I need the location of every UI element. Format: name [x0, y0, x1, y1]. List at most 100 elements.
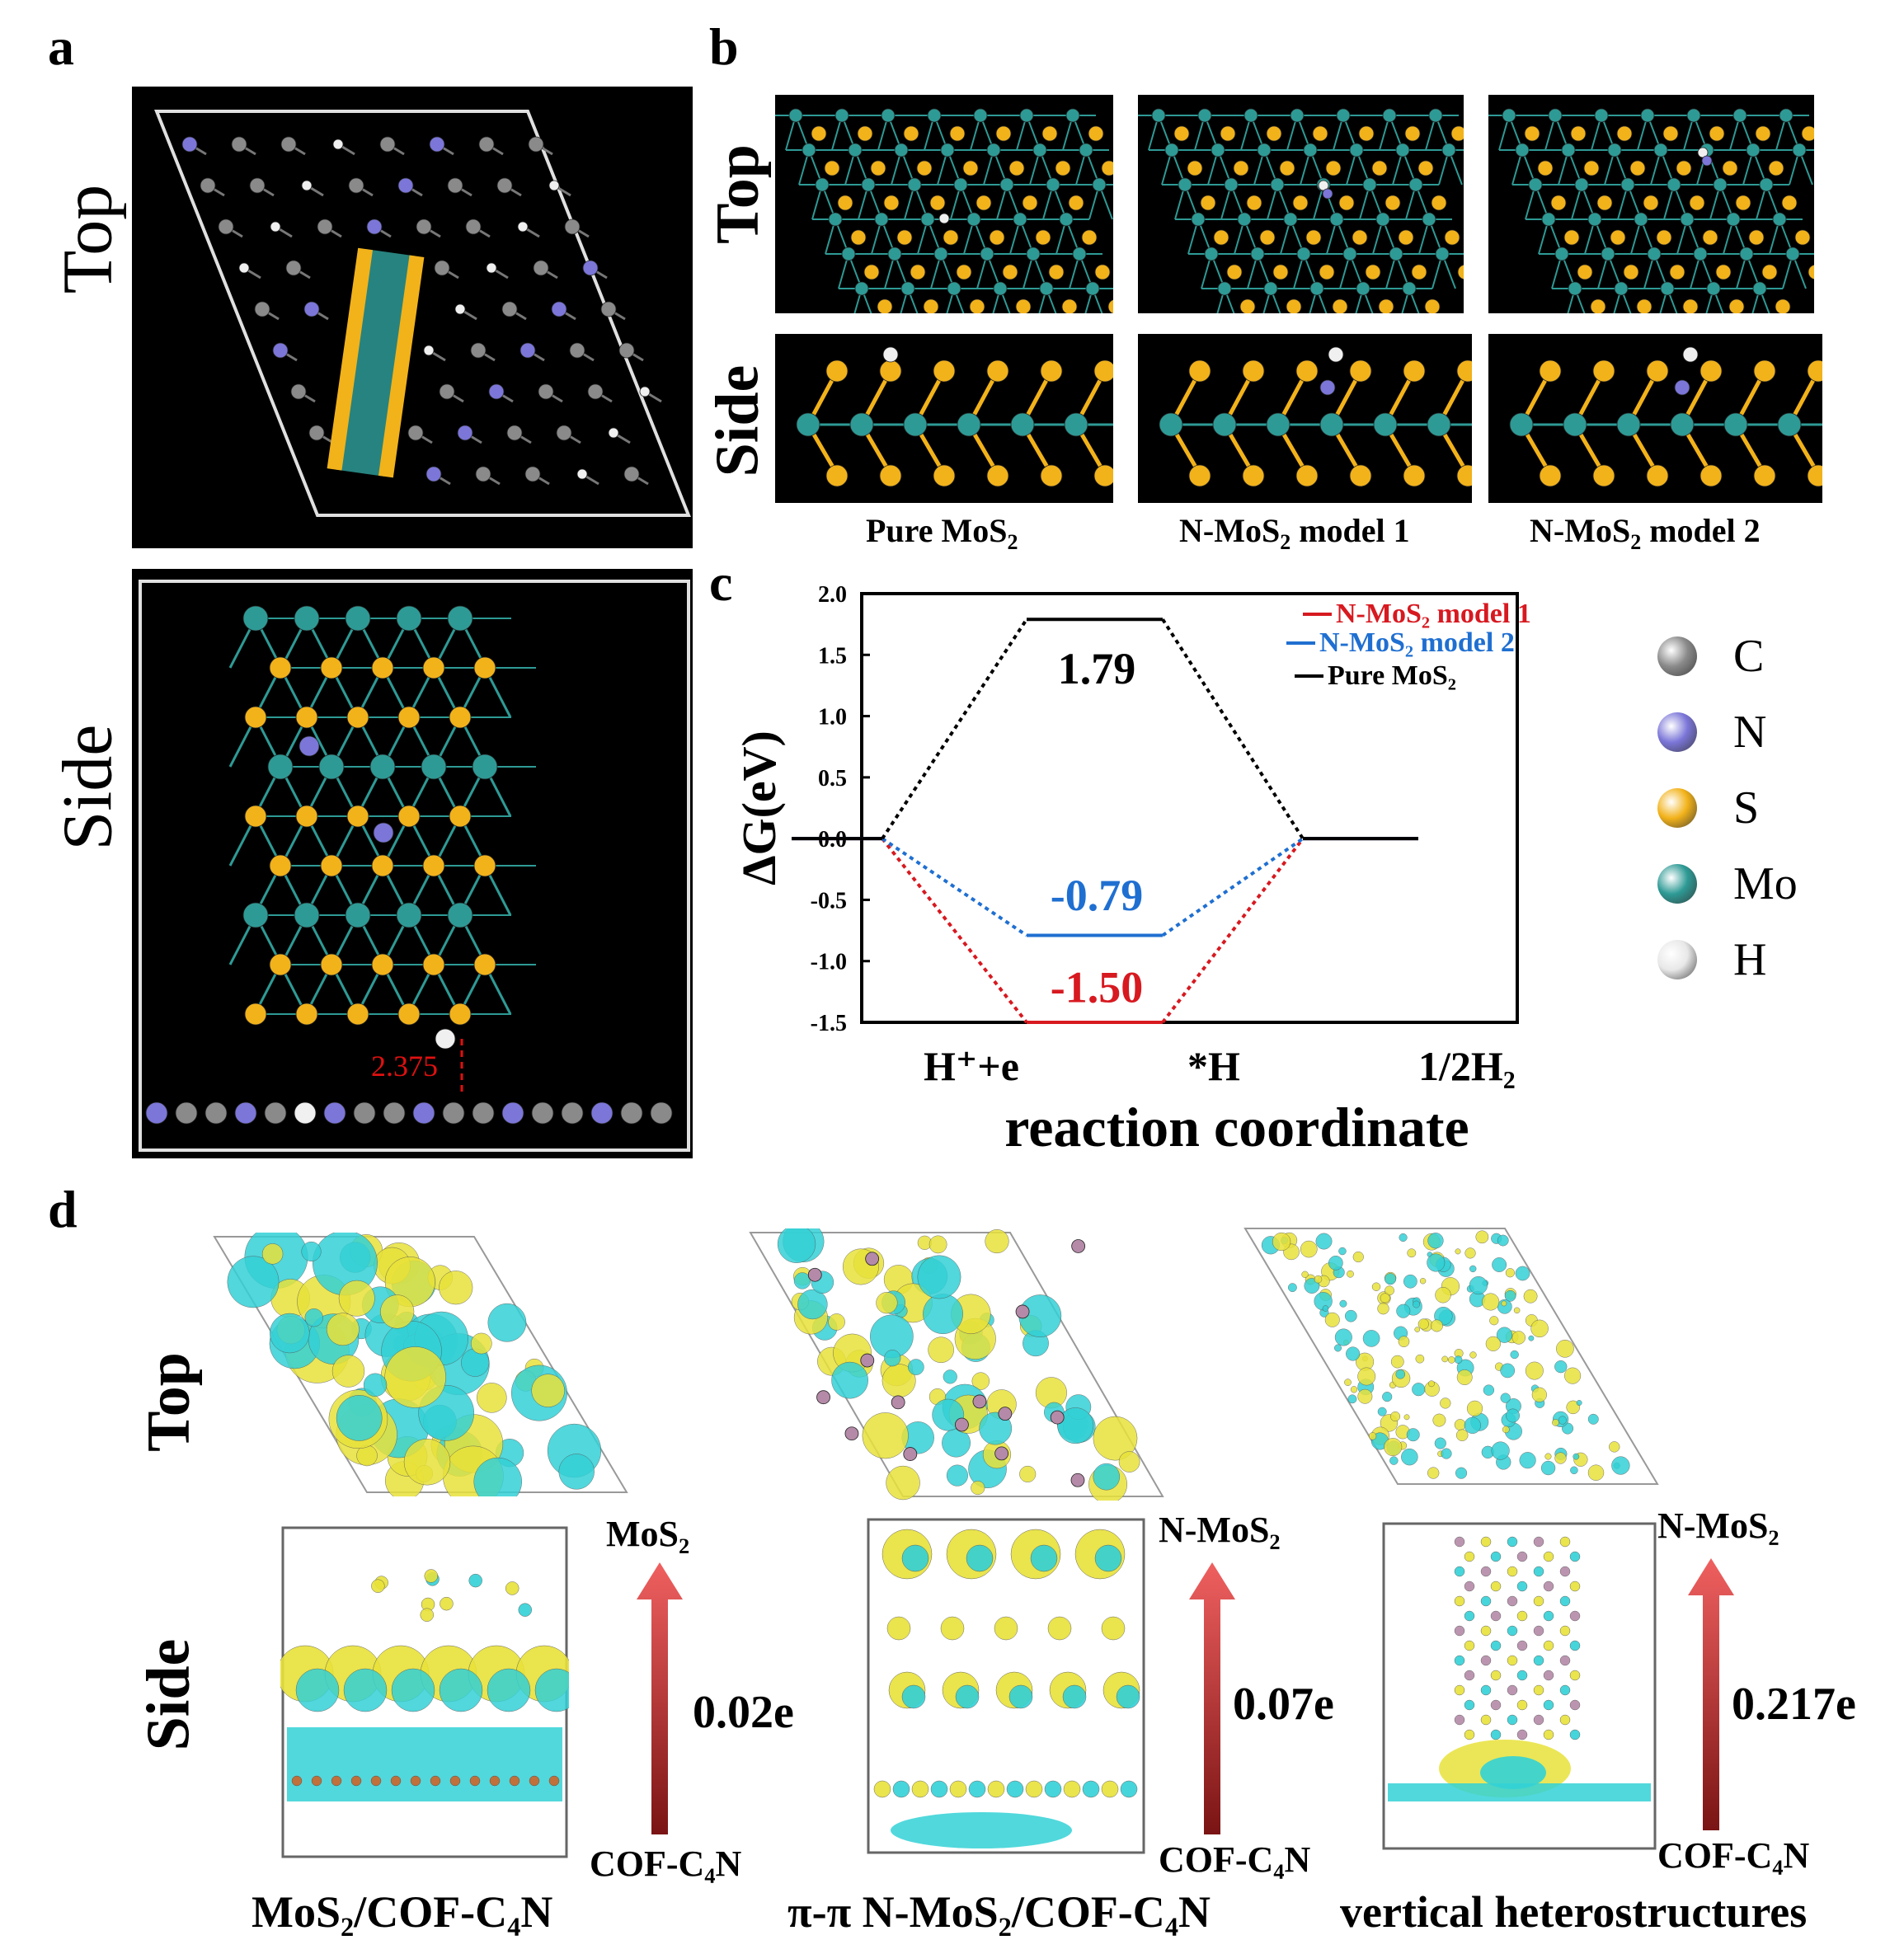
atom — [1290, 108, 1305, 123]
atom — [1266, 412, 1290, 437]
density-blob — [1533, 1536, 1544, 1548]
atom — [1079, 143, 1093, 157]
atom — [1563, 412, 1587, 437]
density-blob — [1118, 1451, 1140, 1473]
atom — [883, 195, 900, 211]
atom — [587, 383, 604, 400]
legend-row: H — [1657, 922, 1872, 998]
density-blob — [1272, 1232, 1291, 1252]
atom — [285, 260, 302, 276]
atom — [807, 1267, 822, 1282]
density-blob — [1490, 1729, 1502, 1740]
density-blob — [1406, 1428, 1420, 1442]
atom — [923, 298, 939, 315]
atom — [1761, 264, 1778, 280]
density-blob — [971, 1372, 990, 1390]
atom — [1728, 298, 1745, 315]
atom — [1243, 108, 1258, 123]
density-blob — [1454, 1655, 1465, 1666]
atom — [590, 1101, 614, 1125]
atom — [788, 108, 803, 123]
density-blob — [1094, 1544, 1122, 1572]
density-blob — [1344, 1309, 1357, 1322]
atom — [1753, 464, 1776, 487]
density-blob — [1047, 1616, 1072, 1641]
density-blob — [1427, 1253, 1446, 1272]
density-band — [891, 1812, 1072, 1848]
density-blob — [1513, 1307, 1521, 1314]
atom — [1408, 177, 1423, 192]
atom — [1002, 264, 1018, 280]
value-label: 1.79 — [1058, 644, 1136, 693]
plot-frame — [860, 592, 1519, 1024]
atom — [1746, 143, 1761, 157]
density-blob — [1554, 1452, 1567, 1464]
density-blob — [1464, 1416, 1481, 1434]
atom — [940, 143, 955, 157]
atom — [1191, 212, 1206, 227]
atom — [1085, 281, 1100, 296]
atom — [1187, 160, 1203, 176]
atom — [1402, 281, 1417, 296]
atom — [1266, 125, 1282, 142]
atom — [1561, 143, 1576, 157]
density-blob — [505, 1581, 519, 1595]
atom — [1554, 247, 1569, 261]
atom — [824, 160, 840, 176]
pure-mos2-side-image — [775, 334, 1130, 503]
atom — [1318, 180, 1329, 191]
atom — [802, 143, 816, 157]
atom — [1417, 160, 1434, 176]
arrow-bottom-label-1: COF-C₄N — [590, 1844, 742, 1884]
density-blob — [1044, 1780, 1062, 1798]
arrow-bottom-label-3: COF-C₄N — [1657, 1835, 1810, 1876]
value-label: -1.50 — [1051, 962, 1143, 1012]
density-blob — [1490, 1699, 1502, 1711]
atom — [1188, 464, 1211, 487]
atom — [435, 1028, 456, 1050]
atom — [254, 301, 270, 317]
atom — [1646, 359, 1669, 383]
atom — [844, 1426, 859, 1441]
atom — [1373, 412, 1398, 437]
atom — [998, 1407, 1013, 1421]
atom — [1726, 212, 1741, 227]
atom — [1224, 177, 1239, 192]
panel-b-top-label: Top — [703, 143, 772, 244]
atom — [1159, 412, 1183, 437]
atom — [962, 160, 979, 176]
density-blob — [489, 1775, 501, 1787]
charge-transfer-arrow-3 — [1688, 1558, 1734, 1830]
atom — [346, 1003, 369, 1026]
atom — [1319, 264, 1335, 280]
density-blob — [1440, 1397, 1451, 1409]
density-blob — [1464, 1699, 1475, 1711]
density-blob — [1371, 1282, 1381, 1291]
atom — [986, 143, 1001, 157]
atom — [1217, 281, 1232, 296]
density-blob — [1063, 1780, 1081, 1798]
density-blob — [793, 1272, 811, 1289]
atom — [1371, 160, 1388, 176]
atom — [1428, 108, 1443, 123]
atom — [556, 425, 572, 441]
density-blob — [1609, 1441, 1620, 1453]
atom — [1322, 188, 1333, 200]
density-blob — [1507, 1684, 1518, 1696]
density-blob — [908, 1359, 924, 1375]
atom — [891, 1395, 905, 1410]
density-blob — [1377, 1407, 1387, 1416]
density-blob — [892, 1780, 910, 1798]
density-blob — [1533, 1566, 1544, 1577]
density-band — [1480, 1756, 1546, 1789]
atom — [1039, 281, 1054, 296]
atom — [1246, 195, 1262, 211]
atom — [496, 177, 513, 194]
density-blob — [946, 1464, 968, 1487]
density-blob — [1093, 1463, 1121, 1491]
density-blob — [304, 1308, 323, 1327]
charge-value-2: 0.07e — [1233, 1679, 1334, 1730]
atom — [447, 605, 473, 632]
atom — [1398, 229, 1414, 246]
atom — [1389, 247, 1403, 261]
